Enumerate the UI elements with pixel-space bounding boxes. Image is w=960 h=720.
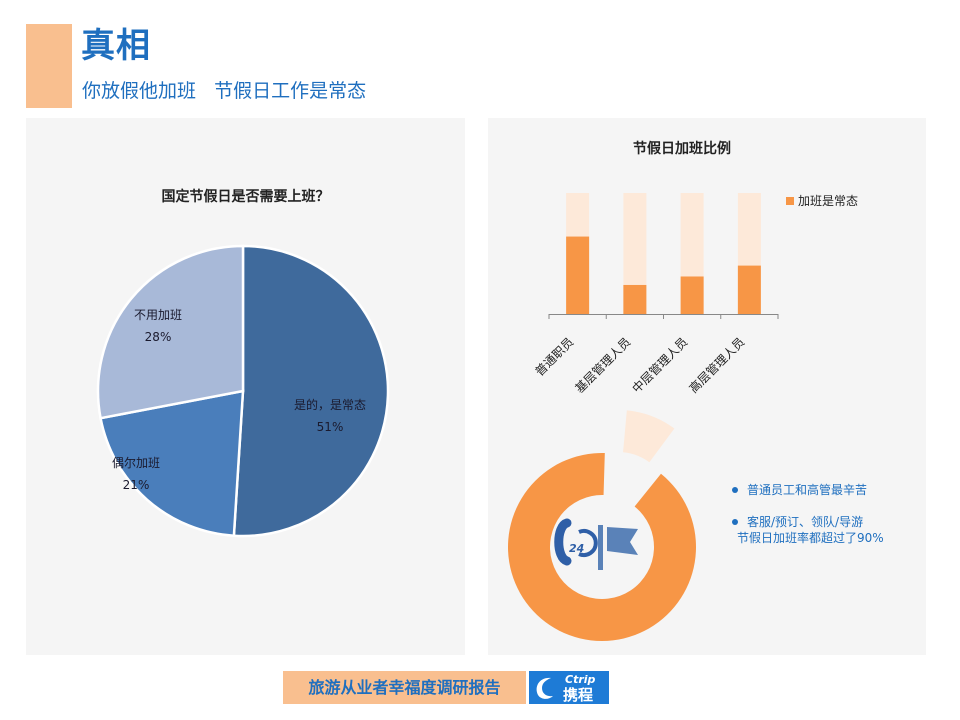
report-banner: 旅游从业者幸福度调研报告 — [283, 671, 526, 704]
pie-chart — [96, 244, 390, 538]
note-2: 客服/预订、领队/导游 — [732, 514, 863, 530]
pie-chart-title: 国定节假日是否需要上班？ — [161, 189, 330, 205]
page-title: 真相 — [81, 26, 151, 66]
note-1: 普通员工和高管最辛苦 — [732, 482, 867, 498]
24-hour-phone-icon: 24 — [554, 518, 598, 566]
bar-legend: 加班是常态 — [786, 192, 858, 209]
note-2-cont: 节假日加班率都超过了90% — [737, 531, 884, 545]
bar-value — [623, 284, 647, 314]
donut-main-slice — [508, 453, 696, 641]
svg-text:24: 24 — [569, 542, 584, 555]
bullet-icon — [732, 518, 738, 525]
page-subtitle: 你放假他加班 节假日工作是常态 — [82, 80, 367, 102]
donut-chart: 24 — [508, 410, 696, 641]
bar-background — [623, 193, 647, 314]
pie-label-sometimes: 偶尔加班 21% — [112, 456, 161, 492]
report-title: 旅游从业者幸福度调研报告 — [308, 678, 501, 697]
bullet-icon — [732, 486, 738, 493]
accent-block — [26, 24, 72, 108]
ctrip-logo: Ctrip 携程 — [529, 671, 609, 704]
pie-slice — [96, 244, 245, 420]
bar-chart-panel: 节假日加班比例 加班是常态 普通职员 基层管理人员 中层管理人员 高层管理人员 … — [488, 118, 926, 655]
legend-swatch — [786, 196, 794, 205]
donut-exploded-slice — [623, 410, 675, 463]
bar-value — [680, 276, 704, 314]
pie-label-yes: 是的，是常态 51% — [294, 398, 367, 434]
flag-icon — [598, 525, 638, 570]
pie-slice — [232, 244, 390, 538]
pie-chart-panel: 国定节假日是否需要上班？ 是的，是常态 51% 偶尔加班 21% 不用加班 28… — [26, 118, 465, 655]
bar-chart — [548, 193, 779, 319]
pie-slice — [99, 389, 245, 538]
bar-value — [566, 236, 590, 314]
bar-chart-title: 节假日加班比例 — [633, 141, 731, 157]
bar-value — [737, 265, 761, 314]
pie-label-no: 不用加班 28% — [134, 308, 183, 344]
dolphin-icon — [536, 677, 553, 699]
